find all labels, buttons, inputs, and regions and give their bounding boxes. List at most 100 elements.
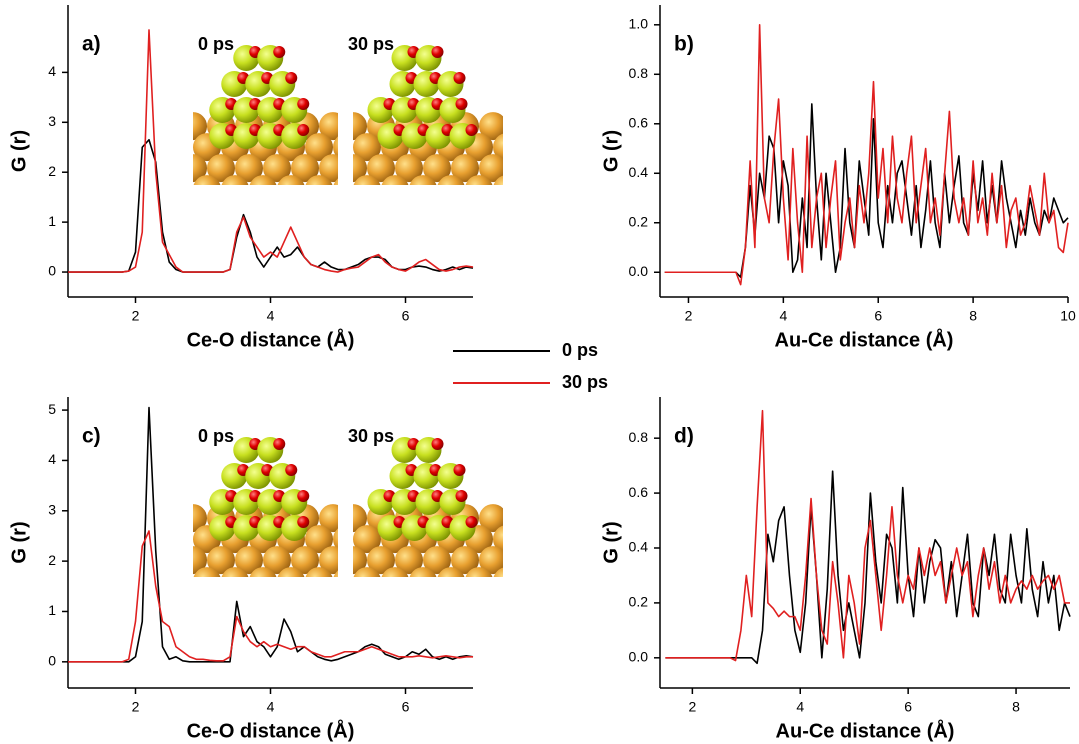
y-tick-label: 4 xyxy=(48,451,56,467)
inset-label: 30 ps xyxy=(348,34,394,54)
gold-atom xyxy=(311,196,339,224)
y-tick-label: 4 xyxy=(48,63,56,79)
gold-atom xyxy=(479,196,507,224)
gold-atom xyxy=(521,175,549,203)
o-atom xyxy=(432,46,444,58)
gold-atom xyxy=(507,112,535,140)
y-tick-label: 0.6 xyxy=(629,114,649,130)
x-tick-label: 6 xyxy=(904,699,912,715)
gold-atom xyxy=(277,567,305,595)
gold-atom xyxy=(423,196,451,224)
y-tick-label: 0.0 xyxy=(629,263,649,279)
gold-atom xyxy=(507,196,535,224)
gold-atom xyxy=(347,588,375,616)
o-atom xyxy=(432,438,444,450)
o-atom xyxy=(456,98,468,110)
o-atom xyxy=(456,490,468,502)
line-series xyxy=(665,471,1070,663)
o-atom xyxy=(454,464,466,476)
gold-atom xyxy=(319,196,347,224)
y-tick-label: 0.6 xyxy=(629,484,649,500)
gold-atom xyxy=(291,196,319,224)
gold-atom xyxy=(395,588,423,616)
x-axis-label: Ce-O distance (Å) xyxy=(187,718,355,742)
y-tick-label: 3 xyxy=(48,501,56,517)
gold-atom xyxy=(193,567,221,595)
panel-label: c) xyxy=(82,425,101,448)
x-axis-label: Ce-O distance (Å) xyxy=(187,327,355,351)
y-tick-label: 0.0 xyxy=(629,649,649,665)
x-tick-label: 6 xyxy=(874,308,882,324)
y-tick-label: 1 xyxy=(48,602,56,618)
gold-atom xyxy=(381,567,409,595)
o-atom xyxy=(466,516,478,528)
gold-atom xyxy=(353,567,381,595)
y-tick-label: 0.8 xyxy=(629,65,649,81)
gold-atom xyxy=(207,588,235,616)
inset-label: 0 ps xyxy=(198,426,234,446)
y-axis-label: G (r) xyxy=(600,521,622,563)
gold-atom xyxy=(193,175,221,203)
gold-atom xyxy=(339,196,367,224)
x-tick-label: 6 xyxy=(402,308,410,324)
gold-atom xyxy=(347,196,375,224)
gold-atom xyxy=(165,133,193,161)
gold-atom xyxy=(437,175,465,203)
inset-label: 0 ps xyxy=(198,34,234,54)
gold-atom xyxy=(395,196,423,224)
gold-atom xyxy=(367,196,395,224)
gold-atom xyxy=(507,546,535,574)
x-tick-label: 8 xyxy=(1012,699,1020,715)
y-tick-label: 2 xyxy=(48,163,56,179)
gold-atom xyxy=(263,588,291,616)
x-tick-label: 4 xyxy=(267,308,275,324)
y-tick-label: 5 xyxy=(48,401,56,417)
gold-atom xyxy=(507,154,535,182)
o-atom xyxy=(273,46,285,58)
gold-atom xyxy=(381,175,409,203)
line-series xyxy=(665,25,1068,285)
gold-atom xyxy=(465,175,493,203)
inset xyxy=(311,45,549,224)
o-atom xyxy=(285,72,297,84)
gold-atom xyxy=(221,567,249,595)
x-axis-label: Au-Ce distance (Å) xyxy=(775,327,954,351)
y-tick-label: 0.4 xyxy=(629,164,649,180)
x-tick-label: 10 xyxy=(1060,308,1076,324)
legend-label: 30 ps xyxy=(562,372,608,392)
panel-label: b) xyxy=(674,33,694,56)
y-tick-label: 0 xyxy=(48,263,56,279)
y-tick-label: 0.2 xyxy=(629,213,649,229)
gold-atom xyxy=(367,588,395,616)
x-tick-label: 6 xyxy=(402,699,410,715)
x-tick-label: 2 xyxy=(132,308,140,324)
y-tick-label: 1 xyxy=(48,213,56,229)
gold-atom xyxy=(249,567,277,595)
y-tick-label: 3 xyxy=(48,113,56,129)
gold-atom xyxy=(507,588,535,616)
y-axis-label: G (r) xyxy=(8,130,30,172)
o-atom xyxy=(297,516,309,528)
y-tick-label: 2 xyxy=(48,552,56,568)
line-series xyxy=(665,411,1070,661)
o-atom xyxy=(454,72,466,84)
gold-atom xyxy=(521,133,549,161)
inset xyxy=(311,437,549,616)
gold-atom xyxy=(319,588,347,616)
gold-atom xyxy=(437,567,465,595)
gold-atom xyxy=(277,175,305,203)
x-tick-label: 2 xyxy=(688,699,696,715)
gold-atom xyxy=(521,567,549,595)
gold-atom xyxy=(339,588,367,616)
x-tick-label: 4 xyxy=(779,308,787,324)
o-atom xyxy=(297,124,309,136)
o-atom xyxy=(297,490,309,502)
gold-atom xyxy=(165,567,193,595)
gold-atom xyxy=(165,175,193,203)
panel-label: a) xyxy=(82,33,101,56)
figure: 0 ps30 ps24601234Ce-O distance (Å)G (r)a… xyxy=(0,0,1079,744)
panel-label: d) xyxy=(674,425,694,448)
gold-atom xyxy=(305,175,333,203)
x-axis-label: Au-Ce distance (Å) xyxy=(776,718,955,742)
gold-atom xyxy=(451,196,479,224)
